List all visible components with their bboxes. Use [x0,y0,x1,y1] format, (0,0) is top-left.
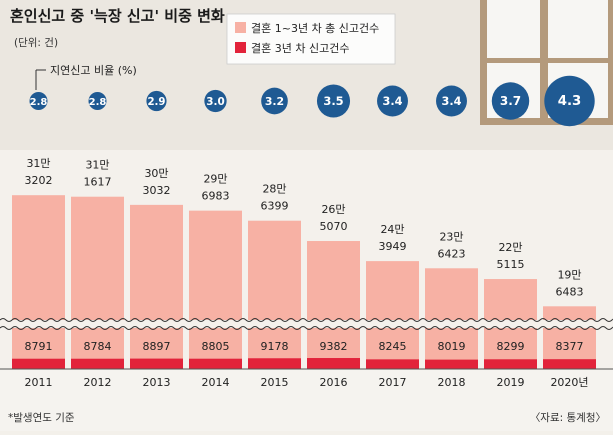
legend: 결혼 1~3년 차 총 신고건수 결혼 3년 차 신고건수 [226,13,396,65]
rate-bubble [377,85,408,117]
rate-bubble-label: 3.7 [500,94,521,108]
rate-bubble [29,92,48,110]
x-tick-label: 2018 [438,376,466,389]
x-tick-label: 2016 [320,376,348,389]
legend-box [226,13,396,65]
legend-label-total: 결혼 1~3년 차 총 신고건수 [251,22,379,35]
rate-bubble [544,75,595,127]
total-value-label-bottom: 3949 [379,240,407,253]
bar-late [425,359,478,369]
total-value-label-bottom: 5115 [497,258,525,271]
rate-bubble [88,92,107,110]
rate-bubble-label: 3.0 [206,96,224,108]
rate-bubble [204,89,227,113]
rate-bubble-label: 4.3 [558,94,582,109]
x-axis: 2011 2012 2013 2014 2015 2016 2017 2018 2019 2020… [0,368,613,389]
unit-label: (단위: 건) [14,36,58,49]
rate-bubble [436,85,467,117]
late-value-label: 8897 [143,340,171,353]
total-value-label-bottom: 6983 [202,190,230,203]
x-tick-label: 2017 [379,376,407,389]
total-value-label-bottom: 1617 [84,176,112,189]
total-value-label-top: 23만 [439,230,463,243]
source-note: 〈자료: 통계청〉 [530,412,606,424]
x-tick-label: 2019 [497,376,525,389]
bar-late [307,358,360,369]
total-value-label-top: 31만 [85,159,109,172]
total-value-label-bottom: 5070 [320,220,348,233]
bar-total [12,195,65,369]
bar-late [189,358,242,369]
x-tick-label: 2011 [25,376,53,389]
total-value-label-bottom: 3032 [143,184,171,197]
total-value-label-top: 31만 [26,157,50,170]
rate-bubble-label: 3.5 [323,94,343,108]
bar-late [12,358,65,369]
bar-total [130,204,183,369]
late-value-label: 8805 [202,340,230,353]
late-value-label: 8245 [379,340,407,353]
bar-late [366,359,419,369]
rate-bubble-label: 3.4 [441,95,461,108]
bar-total [71,196,124,369]
rate-bubble-label: 3.2 [265,95,284,108]
bar-late [71,358,124,369]
bar-total [307,241,360,369]
axis-break-gap [0,320,613,328]
total-value-label-top: 22만 [498,241,522,254]
x-tick-label: 2012 [84,376,112,389]
x-tick-label: 2014 [202,376,230,389]
total-value-label-top: 26만 [321,203,345,216]
axis-break-line-upper [0,318,613,322]
bar-late [543,359,596,369]
rate-bubble [261,87,288,115]
axis-break-line-lower [0,326,613,330]
rate-bubble [491,82,530,120]
late-value-label: 9382 [320,340,348,353]
total-value-label-top: 24만 [380,223,404,236]
rate-bubble [316,84,351,118]
x-tick-label: 2013 [143,376,171,389]
bar-total [189,210,242,369]
late-value-label: 8791 [25,340,53,353]
legend-swatch-late [235,42,246,53]
labels-layer: 8791 31만 3202 8784 31만 1617 8897 30만 3032 8805 29만… [25,157,584,353]
total-value-label-bottom: 3202 [25,174,53,187]
total-value-label-top: 30만 [144,167,168,180]
total-value-label-bottom: 6399 [261,200,289,213]
axis-break [0,318,613,330]
late-value-label: 8299 [497,340,525,353]
legend-swatch-total [235,22,246,33]
rate-bubble-label: 3.4 [382,95,402,108]
rate-bubble-label: 2.8 [89,97,107,108]
bubble-series-label: 지연신고 비율 (%) [35,64,137,90]
total-value-label-top: 28만 [262,183,286,196]
chart-title: 혼인신고 중 '늑장 신고' 비중 변화 [10,7,225,25]
x-tick-label: 2020년 [550,376,588,389]
late-value-label: 8019 [438,340,466,353]
bar-late [130,358,183,369]
rate-bubble [146,90,167,112]
bubbles-layer: 2.8 2.8 2.9 3.0 3.2 3.5 3.4 3.4 3.7 4.3 [29,75,595,127]
rate-bubble-label: 2.8 [30,97,48,108]
late-value-label: 9178 [261,340,289,353]
bar-late [484,359,537,369]
bar-total [543,306,596,369]
footnote: *발생연도 기준 [8,412,75,424]
bar-total [366,261,419,369]
total-value-label-bottom: 6483 [556,285,584,298]
total-value-label-top: 29만 [203,173,227,186]
legend-label-late: 결혼 3년 차 신고건수 [251,42,349,55]
bar-total [248,220,301,369]
x-tick-label: 2015 [261,376,289,389]
total-value-label-bottom: 6423 [438,247,466,260]
bubble-series-label-text: 지연신고 비율 (%) [50,64,137,77]
bar-late [248,358,301,369]
total-value-label-top: 19만 [557,268,581,281]
late-value-label: 8784 [84,340,112,353]
rate-bubble-label: 2.9 [147,97,165,108]
late-value-label: 8377 [556,340,584,353]
